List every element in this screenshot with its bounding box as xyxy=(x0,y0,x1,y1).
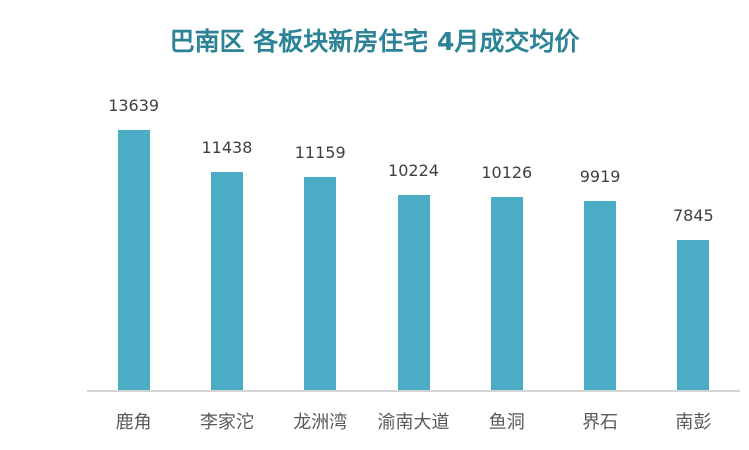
bar xyxy=(490,196,523,390)
bar xyxy=(677,240,710,390)
data-label: 10224 xyxy=(388,161,439,181)
x-tick-label: 南彭 xyxy=(675,412,712,433)
data-label: 10126 xyxy=(481,162,533,182)
x-tick-label: 界石 xyxy=(582,412,619,433)
data-label: 13639 xyxy=(108,96,160,115)
data-label: 7845 xyxy=(672,206,714,226)
bar xyxy=(117,130,150,390)
bar xyxy=(584,200,617,390)
data-label: 11159 xyxy=(294,143,346,163)
x-axis-line xyxy=(87,390,740,392)
data-label: 11438 xyxy=(201,137,253,157)
x-tick-label: 龙洲湾 xyxy=(293,412,348,433)
x-tick-label: 李家沱 xyxy=(199,412,254,433)
x-tick-label: 鹿角 xyxy=(115,412,152,433)
data-label: 9919 xyxy=(579,166,621,186)
chart-title: 巴南区 各板块新房住宅 4月成交均价 xyxy=(169,27,580,56)
x-tick-label: 鱼洞 xyxy=(488,412,525,433)
plot-area: 13639 11438 11159 10224 10126 9919 7845 xyxy=(87,90,740,390)
bar xyxy=(304,177,337,390)
x-tick-label: 渝南大道 xyxy=(377,412,450,433)
bar xyxy=(397,195,430,390)
bar xyxy=(210,171,243,390)
